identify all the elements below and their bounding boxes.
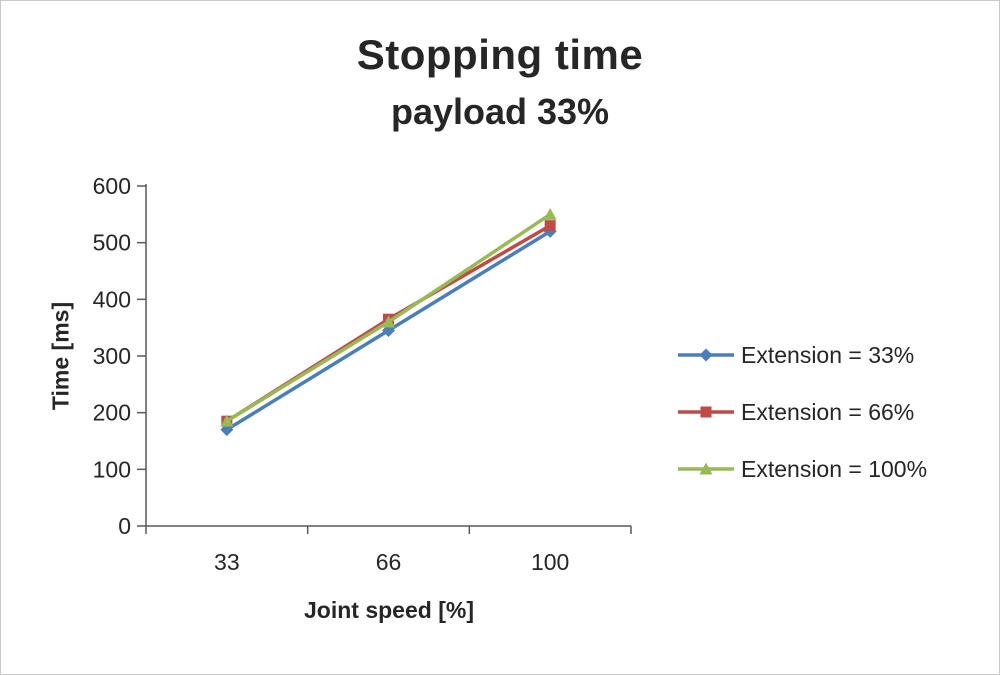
legend-label: Extension = 66% — [741, 398, 915, 425]
square-marker — [544, 220, 556, 232]
legend-triangle-icon — [678, 462, 734, 475]
legend-diamond-icon — [678, 348, 734, 362]
x-tick-label: 66 — [376, 549, 402, 575]
x-axis-title: Joint speed [%] — [304, 597, 474, 623]
x-tick-label: 100 — [531, 549, 569, 575]
legend-triangle-marker — [699, 462, 713, 475]
chart-subtitle: payload 33% — [390, 91, 610, 132]
legend-label: Extension = 33% — [741, 341, 915, 368]
y-tick-label: 500 — [93, 230, 131, 256]
y-axis-title: Time [ms] — [47, 301, 74, 411]
chart-title: Stopping time — [356, 31, 644, 78]
y-tick-label: 0 — [118, 513, 131, 539]
y-tick-label: 300 — [93, 343, 131, 369]
y-tick-label: 600 — [93, 173, 131, 199]
y-tick-label: 400 — [93, 286, 131, 312]
y-tick-label: 200 — [93, 400, 131, 426]
legend-label: Extension = 100% — [741, 455, 928, 482]
triangle-marker — [382, 315, 395, 328]
triangle-marker — [220, 414, 234, 427]
legend-diamond-marker — [699, 348, 713, 362]
x-tick-label: 33 — [214, 549, 240, 575]
legend-square-icon — [678, 406, 734, 418]
legend-entry: Extension = 100% — [677, 449, 927, 489]
legend-square-marker — [700, 406, 712, 418]
legend-entry: Extension = 66% — [677, 392, 927, 432]
triangle-marker — [543, 207, 557, 220]
y-tick-label: 100 — [93, 456, 131, 482]
legend-entry: Extension = 33% — [677, 335, 927, 375]
legend: Extension = 33% Extension = 66% Extension … — [677, 335, 927, 489]
